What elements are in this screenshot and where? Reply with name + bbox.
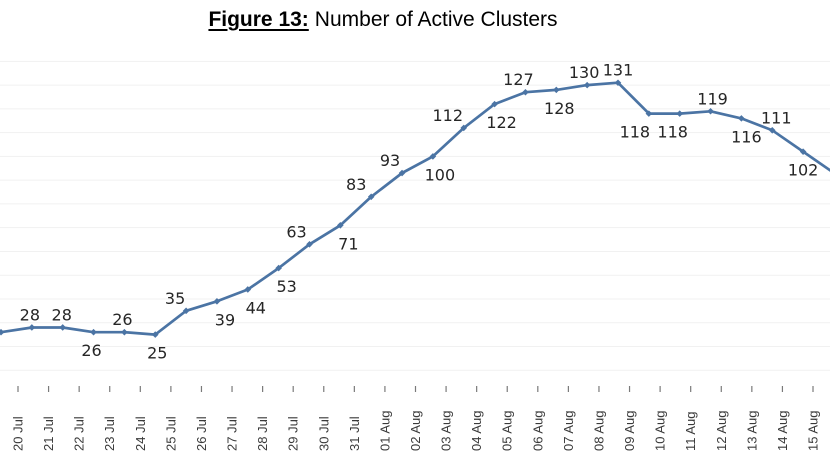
data-label: 100 (425, 165, 456, 184)
x-axis-label: 06 Aug (530, 411, 545, 452)
x-axis-label: 11 Aug (683, 411, 698, 451)
data-label: 93 (380, 151, 400, 170)
data-point-marker (398, 169, 406, 177)
data-label: 119 (697, 89, 728, 108)
data-label: 122 (486, 113, 517, 132)
x-axis-label: 03 Aug (439, 411, 454, 452)
data-label: 26 (112, 310, 132, 329)
x-axis-label: 04 Aug (469, 411, 484, 452)
data-point-marker (182, 307, 190, 315)
data-label: 111 (761, 108, 792, 127)
data-point-marker (0, 328, 5, 336)
x-axis-label: 20 Jul (11, 416, 26, 451)
x-axis-label: 07 Aug (561, 411, 576, 452)
data-point-marker (491, 100, 498, 108)
x-axis-label: 01 Aug (377, 411, 392, 452)
data-label: 26 (81, 341, 101, 360)
data-label: 118 (657, 123, 688, 142)
data-label: 63 (286, 222, 306, 241)
chart-title: Figure 13: Number of Active Clusters (0, 8, 766, 32)
data-point-marker (275, 264, 282, 272)
x-axis-label: 25 Jul (163, 416, 178, 451)
x-axis-label: 27 Jul (225, 416, 240, 451)
chart-title-figure-label: Figure 13: (208, 8, 309, 31)
data-label: 83 (346, 175, 366, 194)
data-point-marker (645, 110, 653, 117)
x-axis-label: 09 Aug (622, 411, 637, 452)
x-axis-label: 29 Jul (286, 416, 301, 451)
x-axis-label: 12 Aug (714, 411, 729, 452)
series-line (0, 81, 830, 336)
data-point-marker (707, 107, 714, 115)
data-point-marker (522, 88, 529, 96)
x-axis-label: 23 Jul (102, 416, 117, 451)
data-point-marker (553, 86, 560, 94)
data-label: 127 (503, 70, 534, 89)
x-axis-label: 22 Jul (72, 416, 87, 451)
chart-title-text: Number of Active Clusters (314, 8, 558, 31)
data-point-marker (460, 124, 468, 132)
data-label: 35 (165, 289, 185, 308)
data-label: 112 (432, 106, 463, 125)
data-label: 102 (788, 161, 819, 180)
data-point-marker (367, 193, 375, 201)
data-point-marker (244, 286, 252, 293)
data-label: 53 (276, 277, 296, 296)
data-point-marker (213, 298, 221, 305)
data-point-marker (799, 148, 807, 155)
data-point-marker (59, 324, 66, 331)
data-point-marker (151, 331, 159, 338)
data-label: 28 (52, 305, 72, 324)
x-axis-label: 21 Jul (41, 416, 56, 451)
data-label: 71 (338, 234, 358, 253)
data-label: 44 (246, 298, 266, 317)
data-point-marker (676, 110, 683, 117)
x-axis-label: 10 Aug (653, 411, 668, 452)
data-point-marker (583, 81, 591, 89)
x-axis-label: 31 Jul (347, 416, 362, 451)
data-label: 39 (215, 310, 235, 329)
data-point-marker (337, 222, 344, 229)
x-axis-label: 30 Jul (316, 416, 331, 451)
data-point-marker (738, 115, 745, 122)
data-point-marker (429, 153, 437, 160)
data-label: 128 (544, 99, 575, 118)
data-point-marker (90, 328, 97, 336)
x-axis-label: 02 Aug (408, 411, 423, 452)
x-axis-label: 05 Aug (500, 411, 515, 452)
data-label: 118 (620, 123, 651, 142)
x-axis-label: 28 Jul (255, 416, 270, 451)
data-point-marker (121, 328, 128, 336)
data-label: 25 (147, 344, 167, 363)
x-axis-label: 26 Jul (194, 416, 209, 451)
x-axis-label: 14 Aug (775, 411, 790, 452)
x-axis-label: 24 Jul (133, 416, 148, 451)
data-point-marker (306, 241, 313, 248)
data-point-marker (614, 79, 622, 87)
data-point-marker (768, 126, 776, 134)
data-label: 116 (731, 127, 762, 146)
x-axis-label: 15 Aug (806, 411, 821, 452)
x-axis-label: 13 Aug (744, 411, 759, 452)
data-label: 131 (603, 61, 634, 80)
data-point-marker (28, 324, 36, 331)
data-label: 28 (20, 305, 40, 324)
x-axis-label: 08 Aug (591, 411, 606, 452)
data-label: 130 (569, 63, 600, 82)
